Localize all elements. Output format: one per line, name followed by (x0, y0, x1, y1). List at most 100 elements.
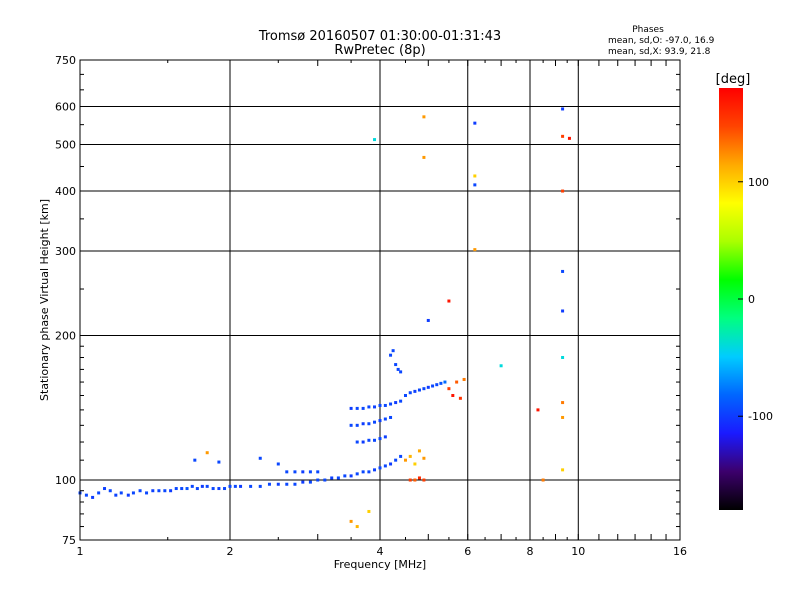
data-point (383, 464, 387, 468)
data-point (426, 318, 430, 322)
data-point (301, 480, 305, 484)
x-tick-label: 4 (377, 545, 384, 558)
data-point (561, 134, 565, 138)
colorbar-tick-label: 0 (748, 293, 755, 306)
data-point (389, 415, 393, 419)
data-point (391, 349, 395, 353)
y-tick-label: 100 (55, 474, 76, 487)
data-point (447, 387, 451, 391)
stats-line-x: mean, sd,X: 93.9, 21.8 (608, 47, 711, 57)
data-point (561, 415, 565, 419)
y-tick-label: 200 (55, 330, 76, 343)
y-tick-label: 75 (62, 534, 76, 547)
data-point (396, 367, 400, 371)
data-point (389, 402, 393, 406)
data-point (293, 482, 297, 486)
data-point (145, 491, 149, 495)
data-point (373, 405, 377, 409)
data-point (373, 438, 377, 442)
data-point (408, 454, 412, 458)
data-point (114, 493, 118, 497)
data-point (422, 456, 426, 460)
data-point (336, 476, 340, 480)
data-point (413, 478, 417, 482)
data-point (408, 391, 412, 395)
x-tick-label: 2 (227, 545, 234, 558)
data-point (383, 417, 387, 421)
data-point (435, 383, 439, 387)
data-point (343, 474, 347, 478)
data-point (217, 487, 221, 491)
data-point (84, 493, 88, 497)
x-axis-label: Frequency [MHz] (334, 558, 426, 571)
data-point (228, 484, 232, 488)
stats-line-o: mean, sd,O: -97.0, 16.9 (608, 36, 715, 46)
data-point (399, 399, 403, 403)
data-point (174, 487, 178, 491)
data-point (361, 440, 365, 444)
data-point (195, 487, 199, 491)
data-point (308, 470, 312, 474)
data-point (373, 420, 377, 424)
colorbar-tick-label: 100 (748, 176, 769, 189)
data-point (403, 458, 407, 462)
data-point (108, 489, 112, 493)
data-point (169, 489, 173, 493)
x-tick-label: 10 (571, 545, 585, 558)
data-point (193, 458, 197, 462)
data-point (180, 487, 184, 491)
data-point (361, 470, 365, 474)
x-tick-label: 8 (527, 545, 534, 558)
data-point (239, 484, 243, 488)
data-point (200, 484, 204, 488)
data-point (422, 115, 426, 119)
data-point (119, 491, 123, 495)
data-point (417, 476, 421, 480)
data-point (567, 136, 571, 140)
data-point (223, 487, 227, 491)
data-point (367, 470, 371, 474)
data-point (561, 309, 565, 313)
data-point (541, 478, 545, 482)
data-point (473, 121, 477, 125)
data-point (217, 460, 221, 464)
x-tick-label: 1 (77, 545, 84, 558)
data-point (367, 509, 371, 513)
data-point (383, 403, 387, 407)
data-point (233, 484, 237, 488)
data-point (285, 470, 289, 474)
data-point (394, 363, 398, 367)
data-point (536, 408, 540, 412)
y-tick-label: 750 (55, 54, 76, 67)
data-point (349, 406, 353, 410)
data-point (561, 401, 565, 405)
chart-subtitle: RwPretec (8p) (334, 43, 425, 58)
data-point (249, 484, 253, 488)
data-point (355, 440, 359, 444)
data-point (157, 489, 161, 493)
data-point (462, 377, 466, 381)
colorbar-label: [deg] (716, 72, 751, 87)
data-point (373, 468, 377, 472)
y-tick-label: 400 (55, 185, 76, 198)
data-point (383, 435, 387, 439)
data-point (389, 353, 393, 357)
data-point (205, 484, 209, 488)
data-point (394, 401, 398, 405)
data-point (301, 470, 305, 474)
data-point (361, 406, 365, 410)
data-point (394, 458, 398, 462)
data-point (323, 478, 327, 482)
data-point (91, 495, 95, 499)
data-point (367, 438, 371, 442)
data-point (355, 472, 359, 476)
data-point (190, 484, 194, 488)
data-point (426, 385, 430, 389)
data-point (473, 248, 477, 252)
data-point (473, 183, 477, 187)
data-point (439, 381, 443, 385)
data-point (97, 491, 101, 495)
data-point (258, 456, 262, 460)
data-point (378, 419, 382, 423)
